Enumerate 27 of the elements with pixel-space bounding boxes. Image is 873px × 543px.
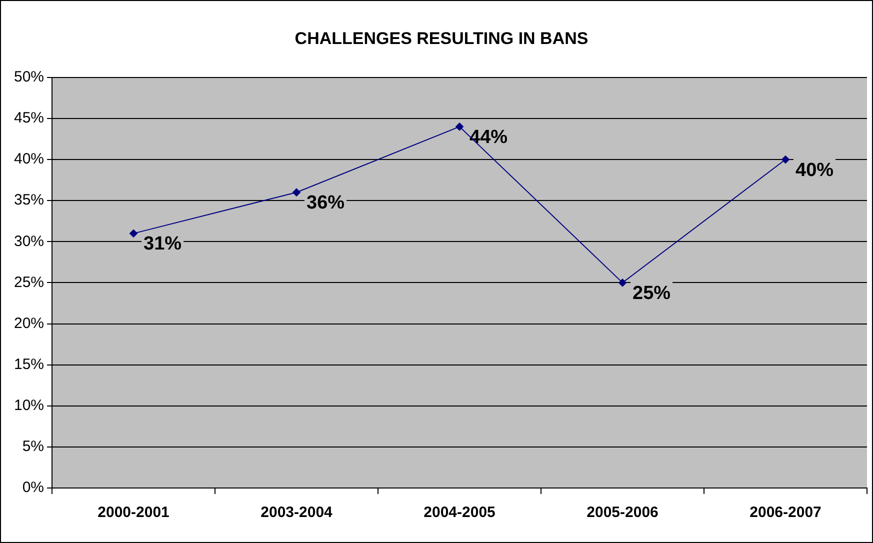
point <box>130 229 138 238</box>
y-tick-label: 35% <box>14 192 44 209</box>
y-tick-label: 30% <box>14 232 44 250</box>
y-tick-label: 0% <box>22 479 44 496</box>
data-label: 31% <box>144 234 182 255</box>
y-tick-label: 20% <box>14 314 44 332</box>
y-tick-label: 10% <box>14 397 44 414</box>
x-tick-label: 2006-2007 <box>750 504 822 522</box>
y-tick-label: 5% <box>22 438 44 456</box>
data-label: 25% <box>632 282 671 304</box>
y-tick-label: 45% <box>14 110 44 127</box>
y-tick-label: 15% <box>14 356 44 373</box>
data-label: 40% <box>796 160 834 181</box>
y-tick-label: 50% <box>14 68 44 86</box>
point <box>618 278 627 287</box>
point <box>456 122 464 131</box>
x-tick-label: 2004-2005 <box>424 504 496 522</box>
x-tick-label: 2005-2006 <box>586 504 658 522</box>
data-label: 36% <box>306 192 345 214</box>
point <box>292 188 301 196</box>
data-label: 44% <box>470 126 508 148</box>
y-tick-label: 25% <box>14 274 44 291</box>
x-tick-label: 2000-2001 <box>98 504 170 522</box>
y-tick-label: 40% <box>14 150 44 168</box>
point <box>782 156 790 164</box>
chart-title: CHALLENGES RESULTING IN BANS <box>294 28 588 48</box>
x-tick-label: 2003-2004 <box>260 504 334 522</box>
